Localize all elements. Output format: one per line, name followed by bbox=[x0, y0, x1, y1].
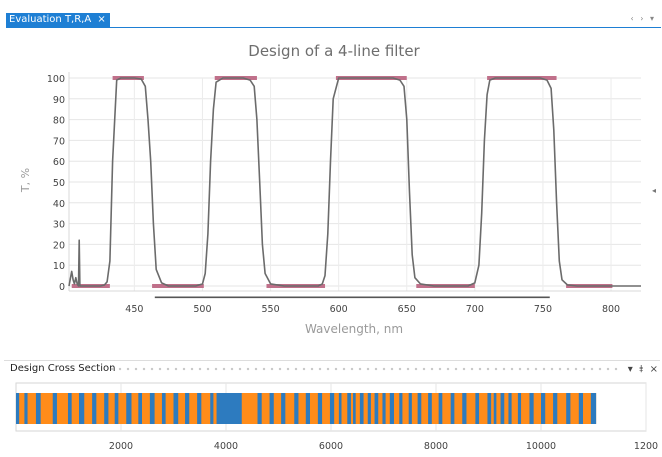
y-tick-label: 30 bbox=[53, 220, 65, 231]
side-expand-icon[interactable]: ◂ bbox=[652, 186, 657, 195]
layer-bar bbox=[294, 393, 299, 424]
layer-bar bbox=[269, 393, 274, 424]
layer-bar bbox=[24, 393, 28, 424]
layer-bar bbox=[114, 393, 119, 424]
layer-bar bbox=[185, 393, 190, 424]
layer-bar bbox=[161, 393, 166, 424]
x-tick-label: 450 bbox=[125, 304, 143, 315]
layer-bar bbox=[104, 393, 109, 424]
tab-close-icon[interactable]: × bbox=[97, 14, 106, 25]
layer-bar bbox=[529, 393, 534, 424]
chart-title: Design of a 4-line filter bbox=[248, 42, 420, 60]
layer-bar bbox=[517, 393, 522, 424]
x-tick-label: 8000 bbox=[424, 441, 448, 452]
cross-section-chart: 2000 4000 6000 8000 10000 1200 bbox=[0, 376, 662, 453]
layer-bar bbox=[475, 393, 480, 424]
layer-bar bbox=[399, 393, 403, 424]
layer-bar bbox=[138, 393, 142, 424]
y-tick-label: 80 bbox=[53, 116, 65, 127]
x-tick-label: 750 bbox=[534, 304, 552, 315]
layer-bar bbox=[210, 393, 214, 424]
layer-bar bbox=[67, 393, 72, 424]
x-tick-label: 700 bbox=[466, 304, 484, 315]
layer-bar bbox=[197, 393, 202, 424]
layer-bar bbox=[462, 393, 467, 424]
panel-controls: ▾ ⯒ × bbox=[625, 362, 658, 379]
x-tick-label: 2000 bbox=[109, 441, 133, 452]
x-tick-label: 6000 bbox=[319, 441, 343, 452]
tab-label: Evaluation T,R,A bbox=[9, 14, 92, 25]
layer-bar bbox=[347, 393, 351, 424]
panel-drag-grip[interactable] bbox=[108, 367, 618, 371]
layer-bar bbox=[92, 393, 97, 424]
layer-bar bbox=[35, 393, 41, 424]
layer-bar bbox=[367, 393, 371, 424]
transmittance-chart: Design of a 4-line filter Wavelength, nm… bbox=[0, 28, 662, 355]
tab-scroll-arrows-icon[interactable]: ‹ › ▾ bbox=[630, 14, 656, 23]
layer-bar bbox=[52, 393, 57, 424]
layer-bar bbox=[389, 393, 394, 424]
layer-bar bbox=[493, 393, 497, 424]
layer-bar bbox=[541, 393, 546, 424]
x-tick-label: 800 bbox=[602, 304, 620, 315]
layer-bar bbox=[374, 393, 379, 424]
layer-bar bbox=[428, 393, 432, 424]
layer-bar bbox=[408, 393, 412, 424]
layer-bar bbox=[359, 393, 364, 424]
y-axis-label: T, % bbox=[19, 168, 32, 193]
tab-underline bbox=[6, 27, 661, 28]
x-tick-label: 500 bbox=[193, 304, 211, 315]
panel-title: Design Cross Section bbox=[10, 363, 116, 374]
x-tick-label: 550 bbox=[261, 304, 279, 315]
y-tick-label: 20 bbox=[53, 240, 65, 251]
y-tick-label: 40 bbox=[53, 199, 65, 210]
layer-bar bbox=[257, 393, 262, 424]
y-tick-label: 50 bbox=[53, 178, 65, 189]
layer-bar bbox=[338, 393, 342, 424]
layer-bar bbox=[173, 393, 179, 424]
layer-bar bbox=[382, 393, 386, 424]
layer-bar bbox=[317, 393, 323, 424]
x-tick-label: 10000 bbox=[526, 441, 556, 452]
layer-bar bbox=[553, 393, 558, 424]
layer-bar bbox=[16, 393, 20, 424]
x-tick-label: 650 bbox=[398, 304, 416, 315]
layer-bar bbox=[508, 393, 512, 424]
layer-bar bbox=[353, 393, 356, 424]
x-tick-label: 4000 bbox=[214, 441, 238, 452]
x-tick-label: 600 bbox=[330, 304, 348, 315]
cross-section-chart-svg: 2000 4000 6000 8000 10000 1200 bbox=[15, 382, 658, 452]
transmittance-line bbox=[68, 77, 641, 287]
panel-close-icon[interactable]: × bbox=[649, 364, 658, 375]
layer-bar bbox=[450, 393, 455, 424]
layer-bar bbox=[305, 393, 310, 424]
layer-bar bbox=[500, 393, 505, 424]
layer-bar bbox=[438, 393, 443, 424]
layer-bar bbox=[281, 393, 286, 424]
y-tick-label: 70 bbox=[53, 136, 65, 147]
transmittance-chart-svg: Design of a 4-line filter Wavelength, nm… bbox=[19, 42, 641, 336]
tab-evaluation[interactable]: Evaluation T,R,A × bbox=[6, 13, 110, 27]
layer-bar bbox=[417, 393, 422, 424]
x-tick-label: 1200 bbox=[634, 441, 658, 452]
y-tick-label: 90 bbox=[53, 95, 65, 106]
layer-bar bbox=[79, 393, 85, 424]
x-axis-label: Wavelength, nm bbox=[305, 322, 403, 336]
layer-bar bbox=[487, 393, 492, 424]
layer-bar bbox=[578, 393, 583, 424]
panel-pin-icon[interactable]: ⯒ bbox=[639, 364, 644, 375]
layer-bar bbox=[329, 393, 335, 424]
y-tick-label: 10 bbox=[53, 261, 65, 272]
layer-bar bbox=[566, 393, 571, 424]
document-tabstrip: Evaluation T,R,A × ‹ › ▾ bbox=[0, 0, 662, 27]
y-tick-label: 100 bbox=[47, 74, 65, 85]
y-tick-label: 60 bbox=[53, 157, 65, 168]
layer-bar bbox=[590, 393, 597, 424]
y-tick-label: 0 bbox=[59, 282, 65, 293]
layer-bar bbox=[126, 393, 132, 424]
layer-bar bbox=[216, 393, 242, 424]
cross-section-panel-header: Design Cross Section ▾ ⯒ × bbox=[4, 360, 660, 376]
layer-bar bbox=[149, 393, 155, 424]
panel-menu-icon[interactable]: ▾ bbox=[627, 364, 633, 375]
